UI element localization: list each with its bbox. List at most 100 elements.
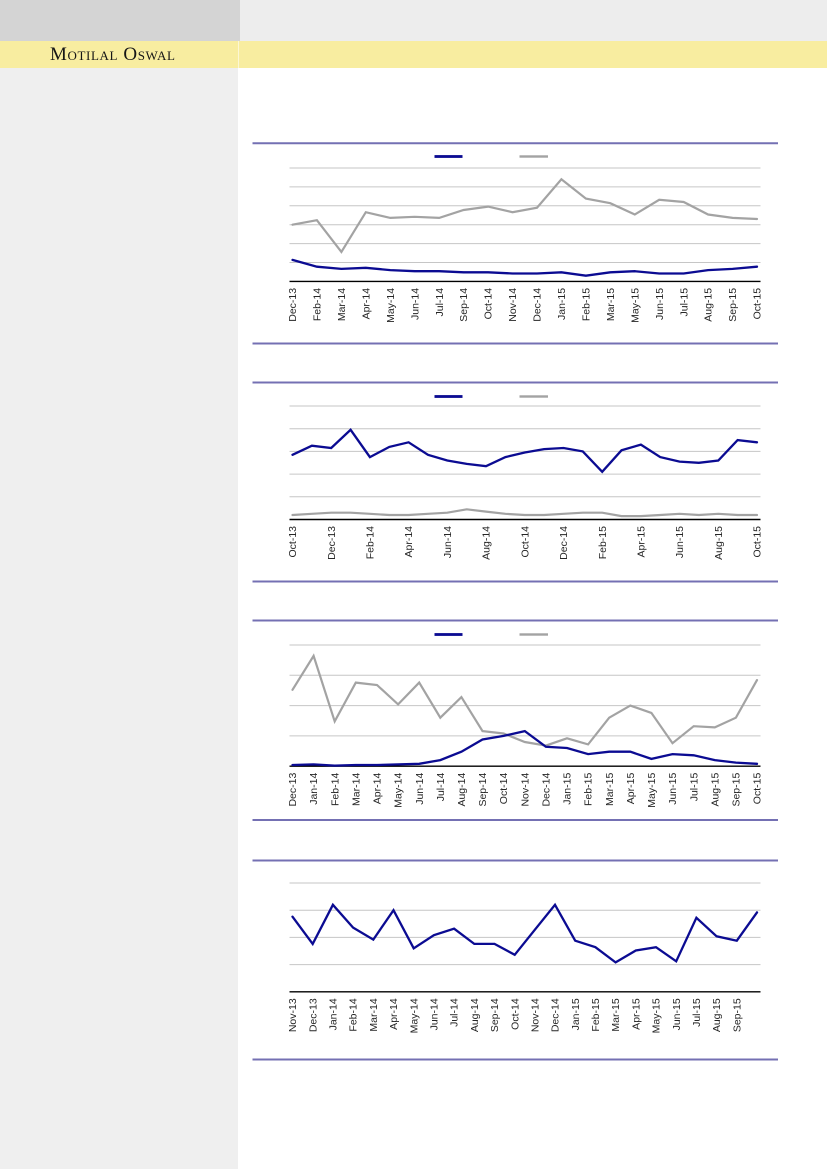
x-axis-label: Jan-14 [328,998,340,1030]
x-axis-label: Aug-14 [469,998,481,1032]
x-axis-label: Jun-15 [671,998,683,1030]
x-axis-label: May-15 [651,998,663,1033]
x-axis-label: Jun-15 [667,773,679,805]
legend-swatch-navy [434,633,463,636]
x-axis-label: Dec-14 [558,526,570,560]
x-axis-label: Feb-14 [365,526,377,559]
x-axis-label: Jul-15 [691,998,703,1027]
series-gray-line [291,508,759,518]
legend-swatch-gray [519,633,548,636]
x-axis-label: Feb-15 [590,998,602,1031]
x-axis-label: Apr-14 [388,998,400,1030]
top-right-gray-strip [240,0,827,41]
x-axis-label: Dec-13 [287,773,299,807]
series-navy-line [291,428,759,474]
x-axis-label: Oct-15 [752,526,764,558]
x-axis-label: Aug-15 [711,998,723,1032]
x-axis-label: Dec-13 [287,288,299,322]
x-axis-label: Oct-13 [287,526,299,558]
legend-swatch-navy [434,395,463,398]
x-axis-label: Aug-15 [713,526,725,560]
x-axis-label: Jul-15 [678,288,690,317]
x-axis-label: May-14 [393,773,405,808]
x-axis-label: Oct-14 [519,526,531,558]
x-axis-label: Nov-13 [287,998,299,1032]
x-axis-label: Mar-15 [604,773,616,806]
x-axis-label: Dec-14 [532,288,544,322]
legend-swatch-navy [434,155,463,158]
x-axis-label: Sep-15 [731,998,743,1032]
x-axis-label: Dec-13 [326,526,338,560]
x-axis-label: Feb-15 [597,526,609,559]
x-axis-label: Feb-15 [583,773,595,806]
x-axis-label: Apr-15 [630,998,642,1030]
brand-band: Motilal Oswal [0,41,827,68]
x-axis-label: May-15 [646,773,658,808]
chart-3: Dec-13 Jan-14 Feb-14 Mar-14 Apr-14 May-14 Jun-… [252,619,778,821]
x-axis-label: Aug-15 [709,773,721,807]
x-axis-label: Jan-15 [562,773,574,805]
chart-1: Dec-13 Feb-14 Mar-14 Apr-14 May-14 Jun-14 Jul-… [252,142,778,345]
x-axis-label: Mar-14 [336,288,348,321]
x-axis-label: Nov-14 [507,288,519,322]
top-left-gray-block [0,0,240,41]
x-axis-label: Oct-14 [483,288,495,320]
x-axis-label: Sep-14 [458,288,470,322]
x-axis-label: May-14 [385,288,397,323]
x-axis-label: Apr-15 [636,526,648,558]
x-axis-label: May-14 [408,998,420,1033]
x-axis-label: Aug-15 [703,288,715,322]
x-axis-label: Dec-13 [307,998,319,1032]
x-axis-label: Feb-14 [348,998,360,1031]
band-divider [238,41,239,68]
x-axis-label: Apr-15 [625,773,637,805]
x-axis-label: May-15 [629,288,641,323]
x-axis-label: Mar-14 [368,998,380,1031]
x-axis-label: Apr-14 [372,773,384,805]
x-axis-label: Jan-15 [570,998,582,1030]
x-axis-label: Oct-15 [752,288,764,320]
series-gray-line [291,177,759,254]
x-axis-label: Oct-15 [752,773,764,805]
x-axis-label: Jun-14 [409,288,421,320]
x-axis-label: Apr-14 [403,526,415,558]
x-axis-label: Jul-14 [435,773,447,802]
x-axis-label: Jun-14 [442,526,454,558]
x-axis-label: Jun-14 [429,998,441,1030]
series-gray-line [291,653,759,747]
series-navy-line [291,902,759,964]
x-axis-label: Sep-15 [727,288,739,322]
x-axis-label: Jan-15 [556,288,568,320]
x-axis-label: Jun-14 [414,773,426,805]
chart-2: Oct-13 Dec-13 Feb-14 Apr-14 Jun-14 Aug-14 Oct-… [252,381,778,583]
legend-swatch-gray [519,155,548,158]
chart-4: Nov-13 Dec-13 Jan-14 Feb-14 Mar-14 Apr-14 May-… [252,859,778,1061]
x-axis-label: Jan-14 [308,773,320,805]
x-axis-label: Nov-14 [519,773,531,807]
x-axis-label: Mar-15 [610,998,622,1031]
x-axis-label: Aug-14 [481,526,493,560]
x-axis-label: Jun-15 [654,288,666,320]
x-axis-label: Nov-14 [529,998,541,1032]
x-axis-label: Oct-14 [498,773,510,805]
series-navy-line [291,729,759,767]
x-axis-label: Feb-14 [329,773,341,806]
x-axis-label: Jun-15 [674,526,686,558]
x-axis-label: Apr-14 [360,288,372,320]
brand-logo: Motilal Oswal [50,44,176,65]
x-axis-label: Feb-14 [312,288,324,321]
x-axis-label: Jul-14 [449,998,461,1027]
x-axis-label: Dec-14 [550,998,562,1032]
x-axis-label: Oct-14 [509,998,521,1030]
x-axis-label: Sep-14 [477,773,489,807]
x-axis-label: Jul-15 [688,773,700,802]
x-axis-label: Sep-15 [731,773,743,807]
left-sidebar [0,68,238,1169]
x-axis-label: Dec-14 [541,773,553,807]
x-axis-label: Sep-14 [489,998,501,1032]
x-axis-label: Aug-14 [456,773,468,807]
x-axis-label: Mar-15 [605,288,617,321]
series-navy-line [291,258,759,277]
x-axis-label: Feb-15 [581,288,593,321]
